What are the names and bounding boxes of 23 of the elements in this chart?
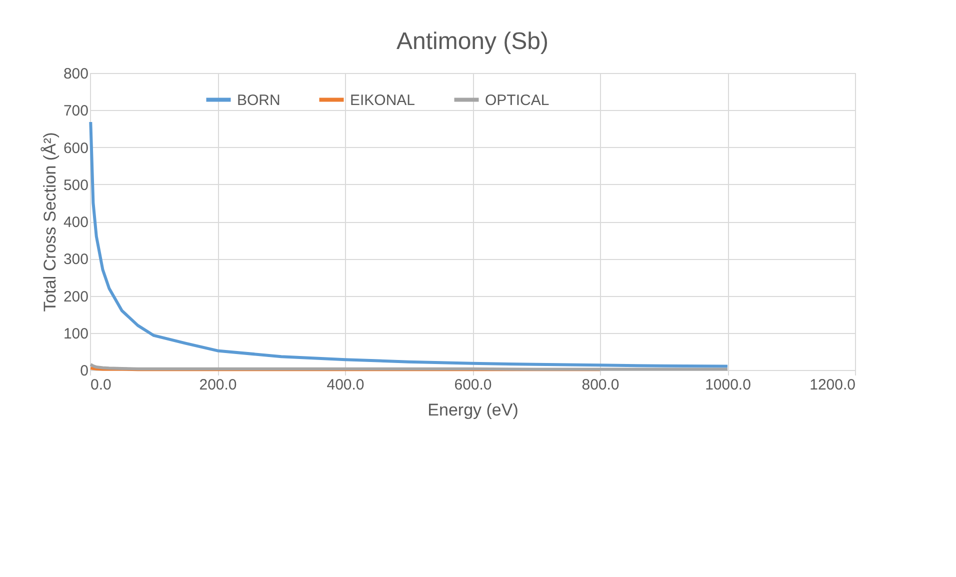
y-tick-label: 800 bbox=[63, 66, 88, 82]
y-tick-label: 600 bbox=[63, 140, 88, 157]
y-tick-label: 200 bbox=[63, 288, 88, 306]
legend-label: EIKONAL bbox=[350, 92, 416, 109]
y-tick-label: 500 bbox=[63, 176, 88, 194]
y-tick-label: 0 bbox=[80, 362, 88, 380]
chart-title: Antimony (Sb) bbox=[396, 28, 549, 55]
y-tick-label: 100 bbox=[63, 325, 88, 342]
x-tick-label: 600.0 bbox=[454, 376, 492, 394]
x-axis-title: Energy (eV) bbox=[428, 400, 518, 420]
x-tick-label: 400.0 bbox=[326, 376, 364, 394]
x-tick-label: 0.0 bbox=[90, 376, 112, 394]
x-tick-label: 200.0 bbox=[199, 376, 237, 394]
x-tick-label: 1200.0 bbox=[810, 376, 856, 394]
y-tick-label: 400 bbox=[63, 214, 88, 231]
legend-label: OPTICAL bbox=[485, 92, 550, 109]
legend-label: BORN bbox=[237, 92, 280, 109]
line-series bbox=[89, 120, 729, 368]
y-tick-label: 700 bbox=[63, 102, 88, 120]
y-axis-title: Total Cross Section (Å²) bbox=[40, 132, 60, 312]
x-tick-label: 800.0 bbox=[582, 376, 620, 394]
y-tick-label: 300 bbox=[63, 251, 88, 268]
x-tick-label: 1000.0 bbox=[705, 376, 751, 394]
